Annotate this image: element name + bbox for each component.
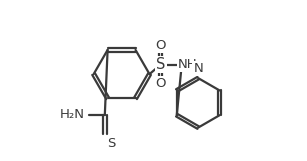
Text: N: N (193, 62, 203, 75)
Text: NH: NH (178, 58, 197, 71)
Text: O: O (155, 39, 166, 52)
Text: S: S (156, 57, 165, 72)
Text: S: S (107, 137, 115, 150)
Text: H₂N: H₂N (60, 108, 85, 121)
Text: O: O (155, 77, 166, 90)
